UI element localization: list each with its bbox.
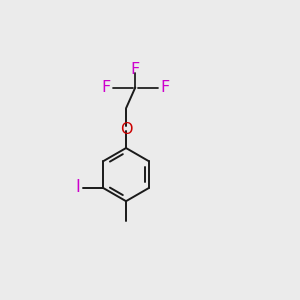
Text: F: F — [130, 61, 140, 76]
Text: I: I — [75, 178, 80, 196]
Text: F: F — [160, 80, 169, 95]
Text: O: O — [120, 122, 132, 136]
Text: F: F — [101, 80, 111, 95]
